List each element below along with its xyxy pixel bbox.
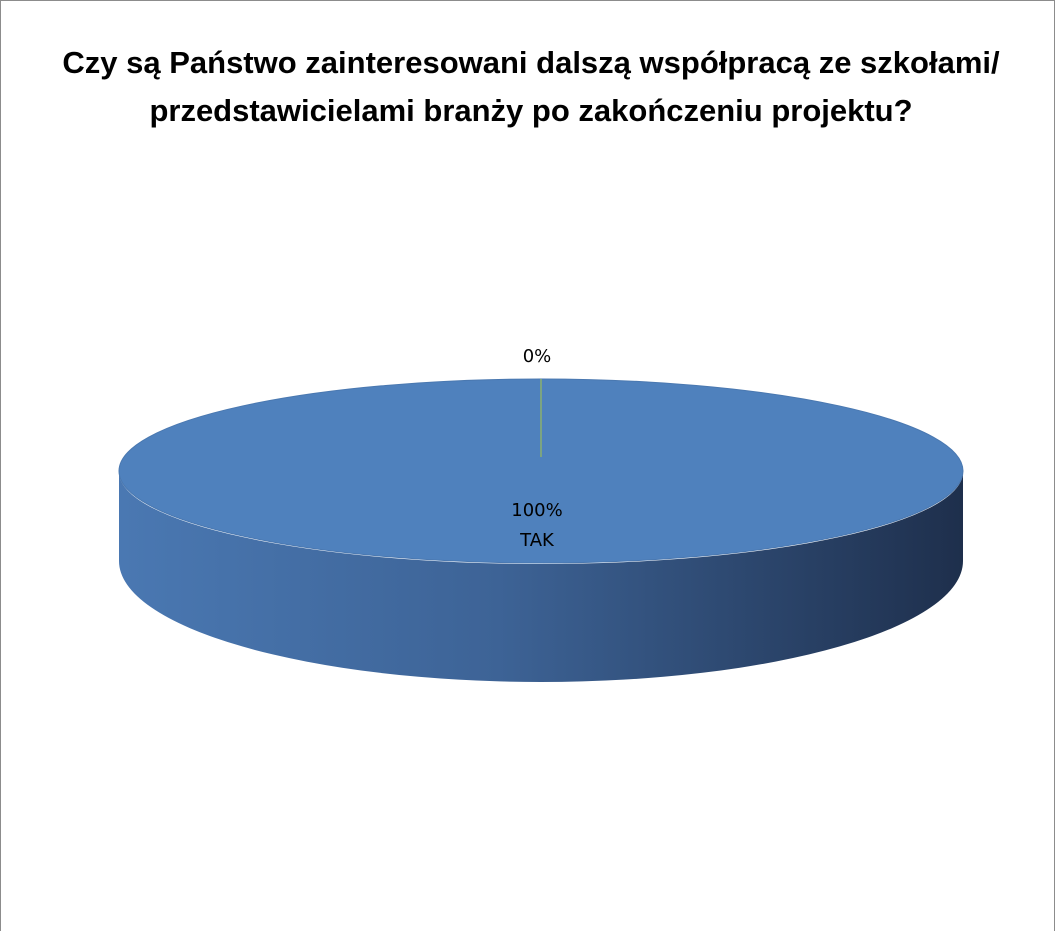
data-label-zero-value: 0%	[523, 346, 552, 367]
data-label-tak-category: TAK	[519, 530, 555, 551]
data-label-tak-value: 100%	[511, 500, 562, 521]
chart-title: Czy są Państwo zainteresowani dalszą wsp…	[62, 45, 1000, 128]
pie-side	[119, 472, 963, 682]
